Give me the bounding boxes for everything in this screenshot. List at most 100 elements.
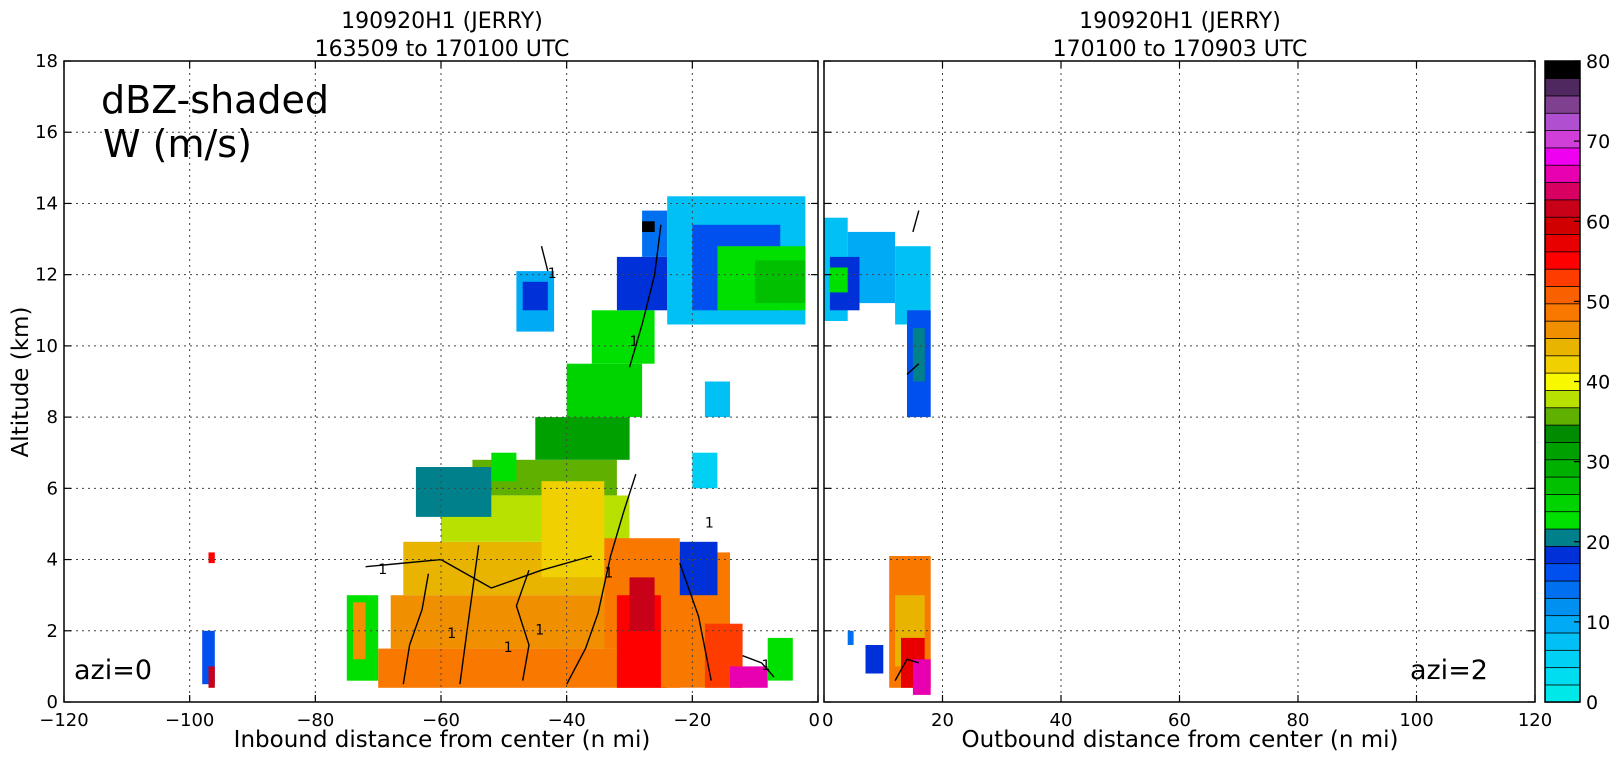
left-x-tick-label: 0 [809,710,820,731]
right-panel: 0 20 40 60 80 100 120 190920H1 (JERRY) 170100 … [822,9,1552,753]
right-x-tick-label: 0 [822,710,833,731]
colorbar: 0 10 20 30 40 50 60 70 80 [1544,51,1610,714]
colorbar-swatch [1544,545,1581,565]
left-dbz-cell [730,666,768,688]
colorbar-swatch [1544,666,1581,686]
left-dbz-field [202,196,806,688]
right-x-tick-label: 40 [1050,710,1073,731]
left-w-contour-line [742,655,775,678]
colorbar-swatch [1544,476,1581,495]
colorbar-tick-label: 60 [1586,211,1610,233]
y-tick-label: 8 [47,407,58,428]
left-dbz-cell [415,467,492,517]
colorbar-swatch [1544,233,1581,253]
colorbar-swatch [1544,407,1581,426]
right-grid [824,61,1535,702]
left-dbz-cell [535,417,630,460]
left-contour-label: 1 [630,334,639,350]
left-w-contour-line [679,562,712,681]
right-x-tick-label: 80 [1287,710,1310,731]
left-contour-label: 1 [705,516,714,532]
colorbar-swatch [1544,649,1581,669]
right-w-contours [894,210,920,681]
right-w-contour-line [912,210,920,233]
right-ticks: 0 20 40 60 80 100 120 [822,60,1552,731]
colorbar-swatch [1544,112,1581,131]
left-x-tick-label: −100 [165,710,214,731]
colorbar-swatch [1544,129,1581,149]
colorbar-swatch [1544,563,1581,582]
left-contour-label: 1 [548,266,557,282]
left-x-tick-label: −60 [422,710,460,731]
y-tick-label: 4 [47,550,58,571]
right-x-tick-label: 120 [1518,710,1552,731]
left-dbz-cell [704,381,730,418]
right-dbz-cell [912,328,925,382]
y-tick-label: 6 [47,478,58,499]
right-dbz-field [824,217,931,695]
left-title-line2: 163509 to 170100 UTC [315,37,570,62]
y-tick-label: 2 [47,621,58,642]
right-w-contour-line [906,363,920,375]
left-contour-label: 1 [378,562,387,578]
colorbar-swatch [1544,684,1581,703]
main-annotation-line1: dBZ-shaded [101,78,329,122]
left-w-contour-line [515,569,530,681]
colorbar-swatch [1544,632,1581,651]
colorbar-tick-label: 50 [1586,291,1610,313]
y-tick-label: 14 [35,193,58,214]
colorbar-tick-label: 0 [1586,692,1598,714]
left-azimuth-label: azi=0 [74,655,152,686]
left-x-tick-label: −120 [39,710,88,731]
left-ticks: −120 −100 −80 −60 −40 −20 0 0 2 4 6 8 10 12 14 16 18 [35,51,820,731]
y-tick-label: 0 [47,692,58,713]
left-dbz-cell [541,481,605,578]
left-dbz-cell [566,363,643,418]
left-dbz-cell [692,452,718,489]
colorbar-tick-label: 20 [1586,532,1610,554]
left-contour-label: 1 [762,658,771,674]
main-annotation-line2: W (m/s) [103,122,252,166]
right-x-axis-label: Outbound distance from center (n mi) [962,727,1399,753]
left-w-contour-line [402,573,430,685]
left-dbz-cell [642,221,655,232]
left-dbz-cell [591,310,655,364]
left-title-line1: 190920H1 (JERRY) [341,9,543,34]
colorbar-swatch [1544,251,1581,270]
left-dbz-cell [642,210,668,257]
right-x-tick-label: 100 [1399,710,1433,731]
left-dbz-cell [208,552,215,564]
colorbar-swatch [1544,95,1581,114]
left-dbz-cell [679,541,718,596]
colorbar-swatch [1544,528,1581,547]
y-tick-label: 10 [35,336,58,357]
left-x-tick-label: −80 [296,710,334,731]
colorbar-swatch [1544,181,1581,201]
y-tick-label: 12 [35,265,58,286]
y-axis-label: Altitude (km) [8,307,34,458]
colorbar-tick-label: 40 [1586,372,1610,394]
colorbar-swatch [1544,389,1581,409]
left-w-contour-line [459,545,480,685]
colorbar-swatch [1544,303,1581,322]
left-contour-label: 1 [604,565,613,581]
left-contour-label: 1 [504,640,513,656]
left-w-contour-line [566,473,637,685]
colorbar-tick-label: 30 [1586,452,1610,474]
colorbar-swatch [1544,77,1581,97]
colorbar-tick-label: 80 [1586,51,1610,73]
left-x-tick-label: −40 [548,710,586,731]
right-w-contour-line [894,658,919,681]
colorbar-swatch [1544,355,1581,374]
left-w-contour-line [365,555,592,589]
left-x-tick-label: −20 [673,710,711,731]
colorbar-swatch [1544,147,1581,166]
left-x-axis-label: Inbound distance from center (n mi) [234,727,651,753]
y-tick-label: 16 [35,122,58,143]
left-dbz-cell [208,666,215,688]
colorbar-swatch [1544,268,1581,287]
y-tick-label: 18 [35,51,58,72]
left-dbz-cell [755,260,806,304]
